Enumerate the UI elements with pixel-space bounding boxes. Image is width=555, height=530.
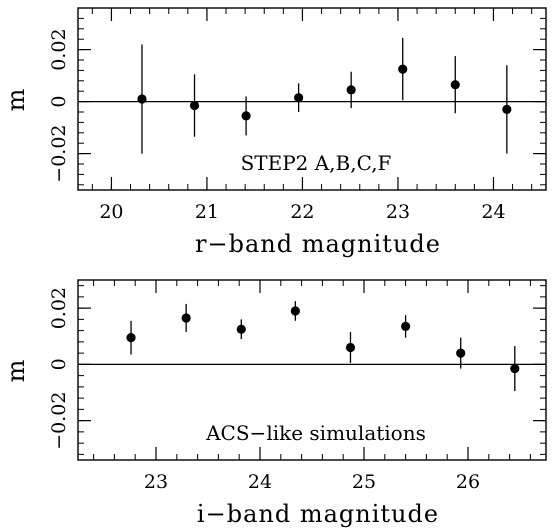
x-tick-label: 21 xyxy=(195,201,219,223)
y-axis-label: m xyxy=(2,359,30,382)
y-tick-label: −0.02 xyxy=(48,392,70,450)
x-tick-label: 26 xyxy=(456,471,480,493)
plot-frame xyxy=(77,7,547,191)
plot-annotation: STEP2 A,B,C,F xyxy=(241,151,392,175)
data-point-6 xyxy=(398,64,408,74)
x-tick-label: 24 xyxy=(248,471,272,493)
data-point-5 xyxy=(346,85,356,95)
plot-frame xyxy=(77,279,547,461)
data-point-4 xyxy=(294,93,304,103)
data-point-2 xyxy=(181,313,191,323)
data-point-6 xyxy=(401,321,411,332)
x-tick-label: 23 xyxy=(144,471,168,493)
data-point-5 xyxy=(345,342,356,353)
chart-panel-1: 20 21 22 23 24 −0.02 0 0.02 STEP2 A,B,C,F r−band … xyxy=(2,7,547,258)
data-point-1 xyxy=(137,94,147,104)
x-tick-label: 23 xyxy=(386,201,410,223)
x-tick-label: 24 xyxy=(481,201,505,223)
data-point-1 xyxy=(126,333,136,343)
y-tick-label: 0 xyxy=(48,358,70,370)
data-point-2 xyxy=(189,100,200,111)
plot-annotation: ACS−like simulations xyxy=(205,421,426,445)
data-point-8 xyxy=(502,104,512,114)
y-tick-label: 0.02 xyxy=(48,287,70,329)
data-point-3 xyxy=(241,111,251,121)
y-tick-label: 0 xyxy=(48,96,70,108)
chart-panel-2: 23 24 25 26 −0.02 0 0.02 ACS−like simulations i−… xyxy=(2,279,547,528)
x-tick-label: 22 xyxy=(290,201,314,223)
y-axis-label: m xyxy=(2,88,30,111)
x-tick-label: 20 xyxy=(99,201,123,223)
data-point-7 xyxy=(456,348,466,358)
data-point-8 xyxy=(510,363,520,374)
data-point-4 xyxy=(290,306,300,316)
data-point-3 xyxy=(236,324,246,334)
x-tick-label: 25 xyxy=(352,471,376,493)
x-axis-label: i−band magnitude xyxy=(197,500,439,528)
data-point-7 xyxy=(450,80,460,90)
y-tick-label: −0.02 xyxy=(48,124,70,182)
x-axis-label: r−band magnitude xyxy=(195,230,441,258)
y-tick-label: 0.02 xyxy=(48,28,70,70)
